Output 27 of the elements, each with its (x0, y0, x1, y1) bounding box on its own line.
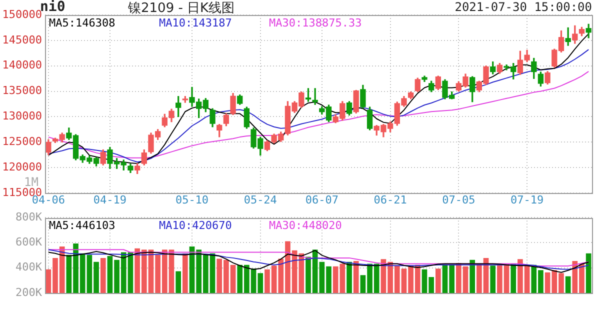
y-tick-label: 145000 (2, 33, 42, 46)
y-tick-label: 200K (16, 286, 42, 299)
text: MA30:138875.33 (269, 16, 362, 30)
x-tick-label: 07-05 (442, 193, 476, 206)
text: 1M (24, 175, 38, 189)
y-tick-label: 140000 (2, 58, 42, 72)
x-tick-label: 06-21 (374, 193, 407, 206)
y-tick-label: 800K (16, 210, 42, 224)
x-tick-label: 04-19 (93, 193, 127, 206)
x-tick-label: 07-19 (510, 193, 544, 206)
series-label: MA5:446103 (49, 218, 116, 232)
y-tick-label: 130000 (2, 110, 42, 123)
chart-subtitle: 2021-07-30 15:00:00 (454, 0, 592, 14)
x-tick-label: 06-07 (305, 193, 338, 206)
chart-title: 镍2109 - 日K线图 (128, 1, 235, 16)
text: MA10:420670 (159, 218, 232, 232)
y-tick-label: 125000 (2, 135, 42, 148)
x-tick-label: 05-24 (244, 193, 278, 206)
y-tick-label: 150000 (2, 8, 42, 21)
y-tick-label: 600K (16, 236, 42, 249)
y-tick-label: 120000 (2, 160, 42, 174)
text: MA5:146308 (49, 16, 116, 30)
series-label: MA30:448020 (269, 218, 342, 232)
text: MA10:143187 (159, 16, 232, 30)
y-tick-label: 400K (16, 260, 42, 274)
x-tick-label: 05-10 (175, 193, 209, 206)
y-tick-label: 135000 (2, 84, 42, 98)
